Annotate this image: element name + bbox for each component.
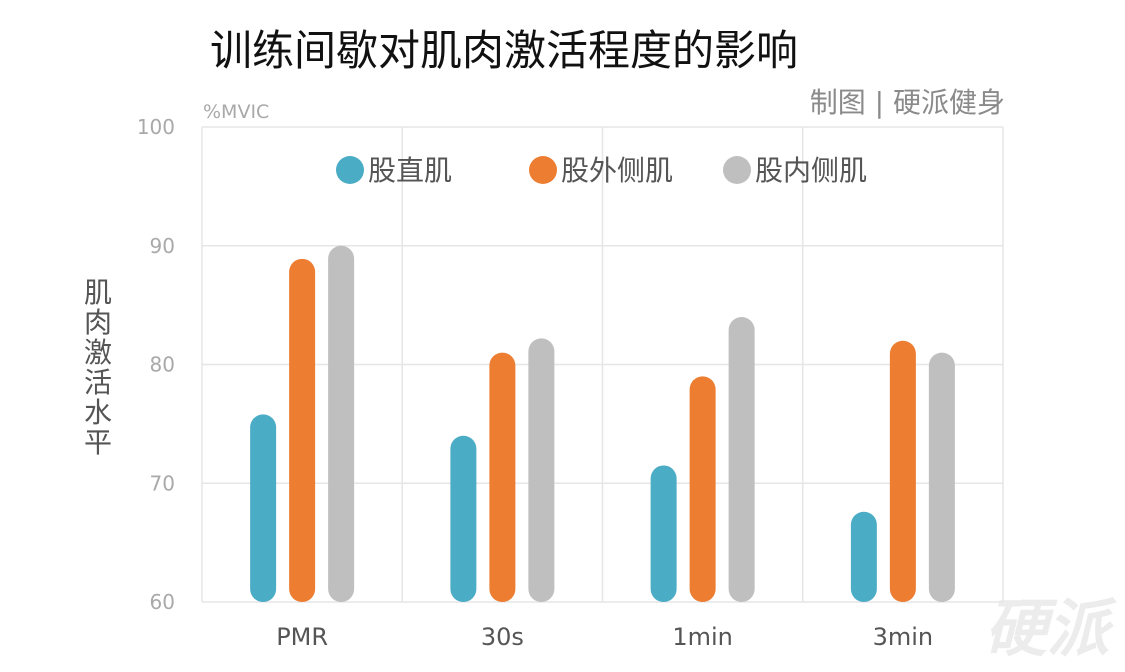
bar	[689, 376, 716, 602]
y-tick-label: 90	[150, 234, 175, 258]
legend-marker	[529, 156, 557, 184]
x-tick-label: 30s	[481, 623, 524, 651]
legend-label: 股内侧肌	[755, 154, 867, 187]
legend: 股直肌 股外侧肌 股内侧肌	[336, 154, 867, 187]
y-axis-ticks: 60 70 80 90 100	[137, 115, 175, 614]
y-unit-label: %MVIC	[203, 101, 269, 123]
bar	[489, 352, 516, 602]
y-tick-label: 80	[150, 353, 175, 377]
bar	[928, 352, 955, 602]
chart-credit: 制图 | 硬派健身	[810, 86, 1005, 119]
bar	[728, 317, 755, 602]
chart-title: 训练间歇对肌肉激活程度的影响	[210, 26, 798, 75]
x-axis-ticks: PMR 30s 1min 3min	[276, 623, 933, 651]
y-tick-label: 60	[150, 590, 175, 614]
bar	[250, 414, 277, 602]
y-axis-label-char: 活	[84, 366, 112, 399]
gridlines	[201, 126, 1004, 603]
y-axis-label-char: 肉	[84, 306, 112, 339]
bar	[289, 258, 316, 602]
legend-label: 股直肌	[368, 154, 452, 187]
x-tick-label: 1min	[672, 623, 733, 651]
bar	[850, 511, 877, 602]
y-axis-label-char: 水	[84, 396, 112, 429]
legend-marker	[723, 156, 751, 184]
y-tick-label: 70	[150, 471, 175, 495]
bar	[889, 340, 916, 602]
legend-marker	[336, 156, 364, 184]
y-tick-label: 100	[137, 115, 175, 139]
bars	[250, 245, 955, 602]
bar	[650, 465, 677, 602]
y-axis-label-char: 平	[84, 426, 112, 459]
x-tick-label: 3min	[873, 623, 934, 651]
x-tick-label: PMR	[276, 623, 328, 651]
legend-label: 股外侧肌	[561, 154, 673, 187]
bar	[328, 245, 355, 602]
y-axis-label-char: 肌	[84, 276, 112, 309]
bar	[450, 435, 477, 602]
y-axis-label-char: 激	[84, 336, 112, 369]
watermark: 硬派	[985, 592, 1117, 665]
bar	[528, 338, 555, 602]
